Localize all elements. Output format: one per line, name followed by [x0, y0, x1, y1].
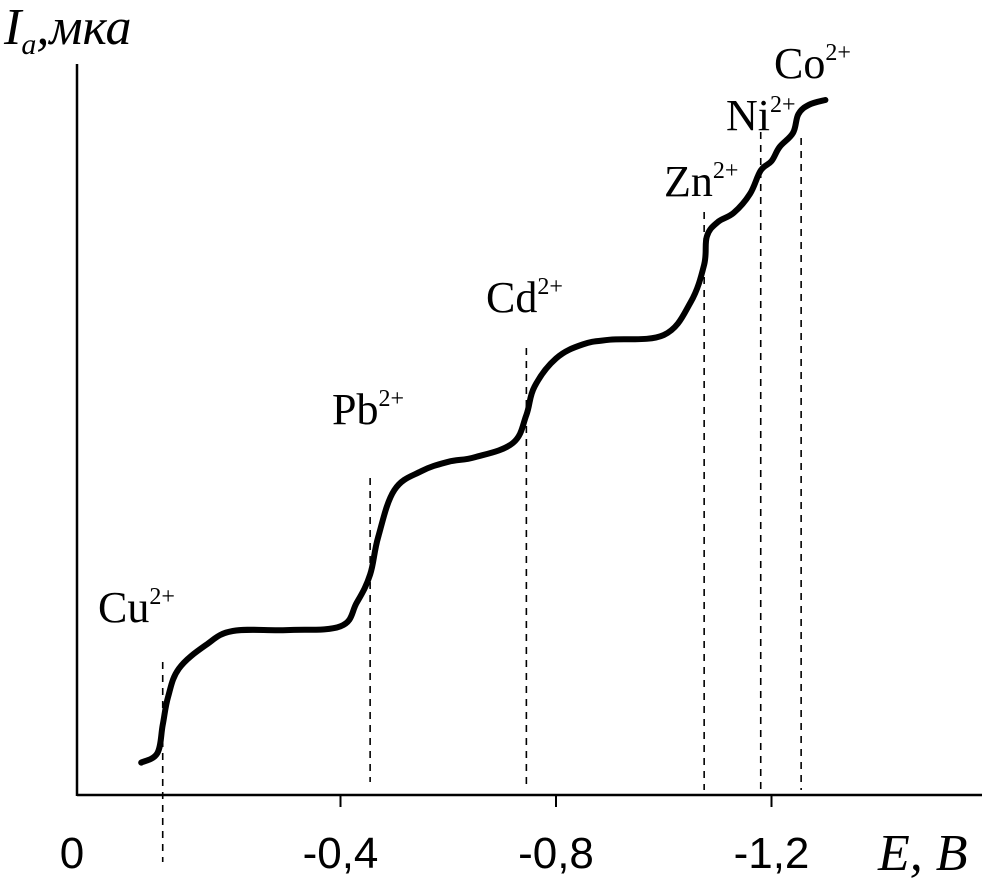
x-ticks: 0 -0,4 -0,8 -1,2: [60, 795, 810, 878]
ion-label-co: Co2+: [774, 39, 851, 88]
ion-label-zn: Zn2+: [664, 157, 738, 206]
polarographic-curve: [138, 97, 829, 766]
y-axis-label: I: [3, 0, 24, 56]
half-wave-lines: [161, 132, 802, 862]
ion-label-pb: Pb2+: [332, 385, 404, 434]
y-axis-title: Ia,мка: [3, 0, 132, 61]
ion-labels: Cu2+ Pb2+ Cd2+ Zn2+ Ni2+Co2+: [98, 39, 851, 632]
x-tick-label: -0,4: [303, 829, 379, 878]
ion-label-ni: Ni2+: [726, 91, 796, 140]
x-tick-label: -0,8: [518, 829, 594, 878]
x-tick-label: 0: [60, 829, 84, 878]
y-axis-label-unit: ,мка: [36, 0, 131, 56]
ion-label-cu: Cu2+: [98, 583, 175, 632]
ion-label-cd: Cd2+: [486, 273, 563, 322]
x-tick-label: -1,2: [734, 829, 810, 878]
x-axis-title: E, B: [877, 825, 968, 882]
current-curve-line: [138, 97, 829, 766]
y-axis-label-subscript: a: [21, 28, 36, 61]
